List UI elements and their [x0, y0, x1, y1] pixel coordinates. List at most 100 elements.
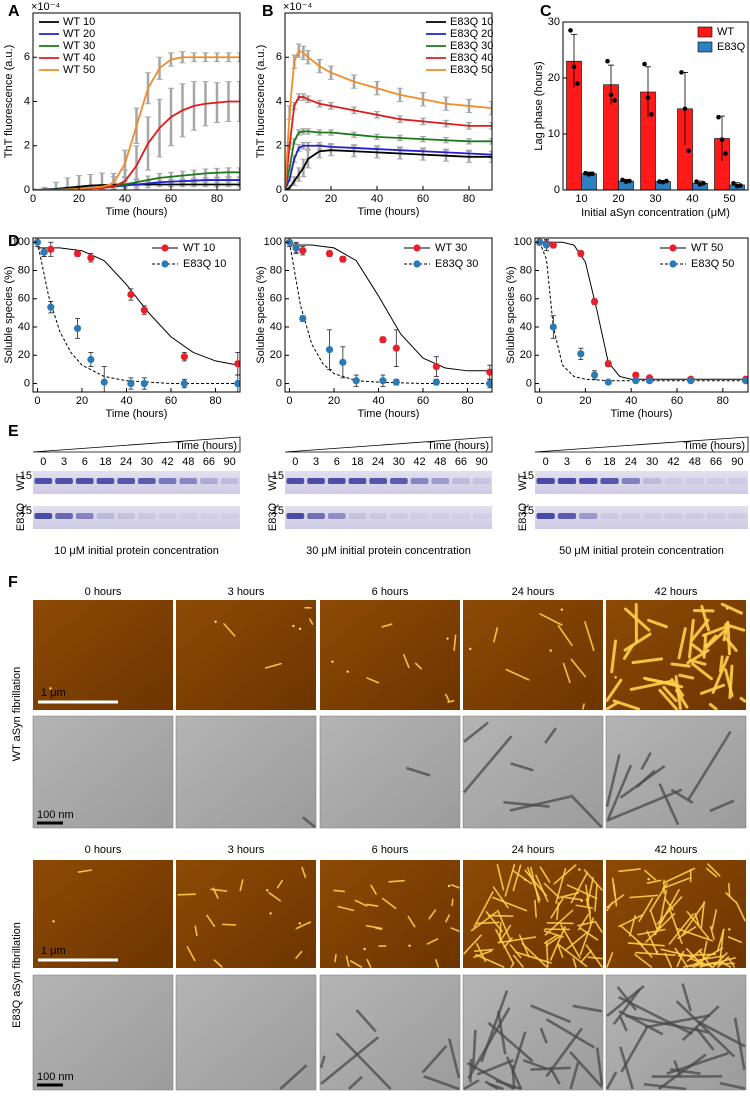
- y-tick-label: 0: [276, 184, 282, 196]
- y-tick-label: 2: [276, 140, 282, 152]
- afm-fibril: [682, 901, 706, 935]
- plot-frame: [562, 21, 749, 191]
- afm-fibril: [545, 940, 549, 968]
- afm-fibril: [213, 959, 223, 968]
- tem-fibril: [606, 788, 683, 822]
- afm-fibril: [309, 618, 314, 625]
- data-point: [627, 178, 632, 184]
- gel-strip: [33, 506, 240, 529]
- x-tick-label: 40: [371, 193, 383, 205]
- tem-fibril: [694, 1026, 715, 1051]
- tem-fibril: [423, 1075, 460, 1091]
- gel-band: [728, 513, 747, 519]
- afm-fibril: [677, 926, 697, 939]
- afm-fibril: [453, 634, 457, 652]
- afm-fibril: [645, 677, 677, 686]
- x-axis-label: Time (hours): [106, 408, 168, 420]
- series-line: [285, 96, 492, 190]
- x-tick-label: 20: [325, 193, 337, 205]
- gel-band: [452, 513, 470, 519]
- afm-fibril: [658, 688, 679, 711]
- afm-particle: [469, 647, 472, 651]
- afm-fibril: [77, 869, 93, 873]
- afm-fibril: [618, 914, 644, 928]
- afm-fibril: [674, 688, 689, 709]
- tem-fibril: [539, 1027, 548, 1044]
- legend-marker: [161, 260, 169, 268]
- afm-fibril: [572, 957, 577, 968]
- data-point: [586, 172, 592, 177]
- data-point: [325, 249, 334, 258]
- gel-row-label: WT: [267, 473, 279, 490]
- micrograph-block: 0 hours 1 μm 100 nm 3 hours 6 hours 24 hours 4…: [11, 844, 747, 1091]
- panel-letter: B: [262, 3, 274, 20]
- panel-letter: F: [8, 574, 18, 591]
- afm-fibril: [678, 673, 695, 680]
- time-wedge: [32, 436, 241, 453]
- data-point: [686, 148, 691, 154]
- afm-particle: [446, 637, 449, 640]
- lane-label: 3: [564, 456, 570, 468]
- afm-fibril: [629, 894, 659, 899]
- gel-band: [179, 513, 198, 519]
- mw-marker: 15: [522, 470, 534, 482]
- afm-fibril: [726, 620, 732, 656]
- lane-label: 3: [313, 456, 319, 468]
- data-point: [73, 249, 82, 258]
- lane-label: 6: [585, 456, 591, 468]
- gel-band: [138, 513, 156, 519]
- gel-band: [286, 478, 305, 484]
- time-header: 42 hours: [655, 586, 698, 598]
- gel-band: [621, 478, 640, 484]
- afm-fibril: [473, 948, 494, 953]
- afm-fibril: [720, 602, 743, 615]
- afm-particle: [725, 607, 729, 610]
- panel-letter: A: [8, 3, 20, 20]
- afm-fibril: [646, 879, 662, 884]
- y-tick-label: 40: [520, 321, 532, 333]
- afm-fibril: [475, 953, 505, 968]
- x-tick-label: 0: [34, 395, 40, 407]
- gel-caption: 10 μM initial protein concentration: [54, 545, 219, 557]
- afm-fibril: [702, 624, 729, 637]
- fit-line: [539, 241, 746, 380]
- afm-fibril: [658, 889, 668, 930]
- afm-fibril: [711, 655, 730, 694]
- afm-fibril: [579, 917, 595, 956]
- afm-fibril: [708, 702, 718, 711]
- tem-fibril: [487, 1021, 534, 1063]
- data-point: [623, 179, 629, 184]
- gel-band: [664, 513, 683, 519]
- lane-label: 42: [161, 456, 173, 468]
- afm-particle: [298, 922, 301, 925]
- lane-label: 24: [372, 456, 384, 468]
- gel-band: [536, 478, 555, 484]
- afm-fibril: [557, 944, 564, 958]
- data-point: [392, 378, 400, 386]
- legend-label: E83Q 20: [450, 28, 493, 40]
- gel-band: [452, 478, 470, 484]
- tem-fibril: [658, 1053, 707, 1091]
- x-tick-label: 0: [537, 395, 543, 407]
- gel-row-label: WT: [517, 473, 529, 490]
- gel-band: [158, 478, 177, 484]
- y-multiplier: ×10⁻⁴: [31, 1, 60, 13]
- afm-fibril: [705, 634, 718, 648]
- gel-band: [348, 513, 367, 519]
- gel-band: [600, 478, 619, 484]
- afm-fibril: [388, 879, 405, 883]
- lane-label: 0: [292, 456, 298, 468]
- data-point: [571, 64, 577, 70]
- data-point: [734, 183, 740, 189]
- gel-band: [117, 513, 135, 519]
- data-point: [604, 360, 612, 368]
- x-tick-label: 80: [717, 395, 729, 407]
- y-tick-label: 30: [548, 16, 560, 28]
- afm-particle: [614, 676, 617, 679]
- x-tick-label: 20: [73, 193, 85, 205]
- x-tick-label: 20: [76, 395, 88, 407]
- y-multiplier: ×10⁻⁴: [283, 1, 312, 13]
- afm-fibril: [499, 922, 502, 940]
- mw-marker: 15: [522, 505, 534, 517]
- afm-fibril: [509, 944, 522, 959]
